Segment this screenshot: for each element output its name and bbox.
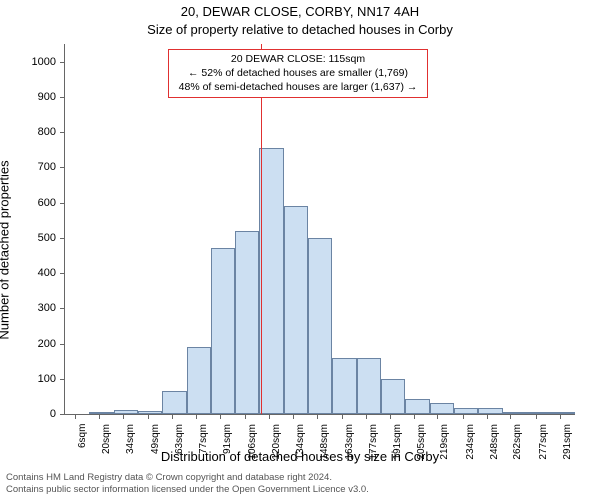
- x-tick-mark: [487, 414, 488, 419]
- annotation-box: 20 DEWAR CLOSE: 115sqm← 52% of detached …: [168, 49, 428, 98]
- y-tick-mark: [60, 273, 65, 274]
- annotation-line: ← 52% of detached houses are smaller (1,…: [175, 66, 421, 80]
- footer-line-2: Contains public sector information licen…: [6, 484, 369, 496]
- y-tick-label: 900: [0, 91, 56, 103]
- histogram-bar: [332, 358, 356, 414]
- annotation-line: 48% of semi-detached houses are larger (…: [175, 80, 421, 94]
- x-tick-mark: [123, 414, 124, 419]
- x-tick-label: 262sqm: [512, 424, 523, 460]
- histogram-bar: [138, 411, 162, 414]
- x-tick-mark: [437, 414, 438, 419]
- histogram-bar: [381, 379, 405, 414]
- x-tick-mark: [293, 414, 294, 419]
- x-tick-mark: [390, 414, 391, 419]
- histogram-bar: [551, 412, 575, 414]
- x-tick-mark: [366, 414, 367, 419]
- y-tick-mark: [60, 132, 65, 133]
- y-tick-label: 300: [0, 302, 56, 314]
- annotation-line: 20 DEWAR CLOSE: 115sqm: [175, 52, 421, 66]
- footer-attribution: Contains HM Land Registry data © Crown c…: [6, 472, 369, 496]
- plot-area: 20 DEWAR CLOSE: 115sqm← 52% of detached …: [64, 44, 575, 415]
- y-tick-label: 200: [0, 338, 56, 350]
- x-tick-label: 163sqm: [344, 424, 355, 460]
- x-tick-label: 91sqm: [222, 424, 233, 454]
- x-tick-mark: [196, 414, 197, 419]
- x-tick-mark: [463, 414, 464, 419]
- x-tick-label: 177sqm: [368, 424, 379, 460]
- x-tick-mark: [245, 414, 246, 419]
- x-tick-label: 77sqm: [198, 424, 209, 454]
- x-tick-label: 34sqm: [125, 424, 136, 454]
- x-tick-mark: [560, 414, 561, 419]
- x-tick-mark: [342, 414, 343, 419]
- y-tick-label: 700: [0, 161, 56, 173]
- x-tick-label: 20sqm: [101, 424, 112, 454]
- x-tick-label: 234sqm: [465, 424, 476, 460]
- footer-line-1: Contains HM Land Registry data © Crown c…: [6, 472, 369, 484]
- x-tick-mark: [99, 414, 100, 419]
- x-tick-label: 63sqm: [174, 424, 185, 454]
- histogram-bar: [89, 412, 113, 414]
- y-tick-mark: [60, 414, 65, 415]
- x-tick-mark: [148, 414, 149, 419]
- x-tick-label: 191sqm: [392, 424, 403, 460]
- x-tick-label: 134sqm: [295, 424, 306, 460]
- x-tick-mark: [75, 414, 76, 419]
- y-tick-label: 0: [0, 408, 56, 420]
- histogram-bar: [308, 238, 332, 414]
- histogram-bar: [235, 231, 259, 414]
- y-tick-label: 400: [0, 267, 56, 279]
- histogram-bar: [527, 412, 551, 414]
- chart-title-sub: Size of property relative to detached ho…: [0, 22, 600, 37]
- y-tick-mark: [60, 379, 65, 380]
- x-tick-mark: [269, 414, 270, 419]
- x-tick-mark: [220, 414, 221, 419]
- x-tick-mark: [317, 414, 318, 419]
- x-tick-label: 291sqm: [562, 424, 573, 460]
- x-tick-label: 106sqm: [247, 424, 258, 460]
- histogram-bar: [430, 403, 454, 414]
- x-tick-mark: [536, 414, 537, 419]
- x-tick-label: 219sqm: [439, 424, 450, 460]
- histogram-bar: [114, 410, 138, 414]
- y-tick-label: 500: [0, 232, 56, 244]
- y-tick-mark: [60, 62, 65, 63]
- x-tick-label: 277sqm: [538, 424, 549, 460]
- histogram-bar: [454, 408, 478, 414]
- x-tick-label: 205sqm: [416, 424, 427, 460]
- histogram-bar: [162, 391, 186, 414]
- y-tick-mark: [60, 97, 65, 98]
- x-tick-label: 248sqm: [489, 424, 500, 460]
- histogram-bar: [259, 148, 283, 414]
- property-marker-line: [261, 44, 263, 414]
- y-tick-label: 600: [0, 197, 56, 209]
- y-tick-mark: [60, 203, 65, 204]
- x-tick-label: 49sqm: [150, 424, 161, 454]
- chart-container: 20, DEWAR CLOSE, CORBY, NN17 4AH Size of…: [0, 0, 600, 500]
- y-tick-label: 100: [0, 373, 56, 385]
- histogram-bar: [187, 347, 211, 414]
- histogram-bar: [284, 206, 308, 414]
- histogram-bar: [357, 358, 381, 414]
- histogram-bar: [211, 248, 235, 414]
- y-tick-label: 800: [0, 126, 56, 138]
- x-tick-mark: [414, 414, 415, 419]
- x-tick-label: 148sqm: [319, 424, 330, 460]
- histogram-bar: [503, 412, 527, 414]
- x-tick-label: 6sqm: [77, 424, 88, 448]
- y-tick-mark: [60, 344, 65, 345]
- x-tick-mark: [510, 414, 511, 419]
- histogram-bar: [405, 399, 429, 414]
- y-tick-label: 1000: [0, 56, 56, 68]
- y-tick-mark: [60, 238, 65, 239]
- histogram-bar: [478, 408, 502, 414]
- x-tick-label: 120sqm: [271, 424, 282, 460]
- chart-title-main: 20, DEWAR CLOSE, CORBY, NN17 4AH: [0, 4, 600, 19]
- x-tick-mark: [172, 414, 173, 419]
- y-tick-mark: [60, 308, 65, 309]
- y-tick-mark: [60, 167, 65, 168]
